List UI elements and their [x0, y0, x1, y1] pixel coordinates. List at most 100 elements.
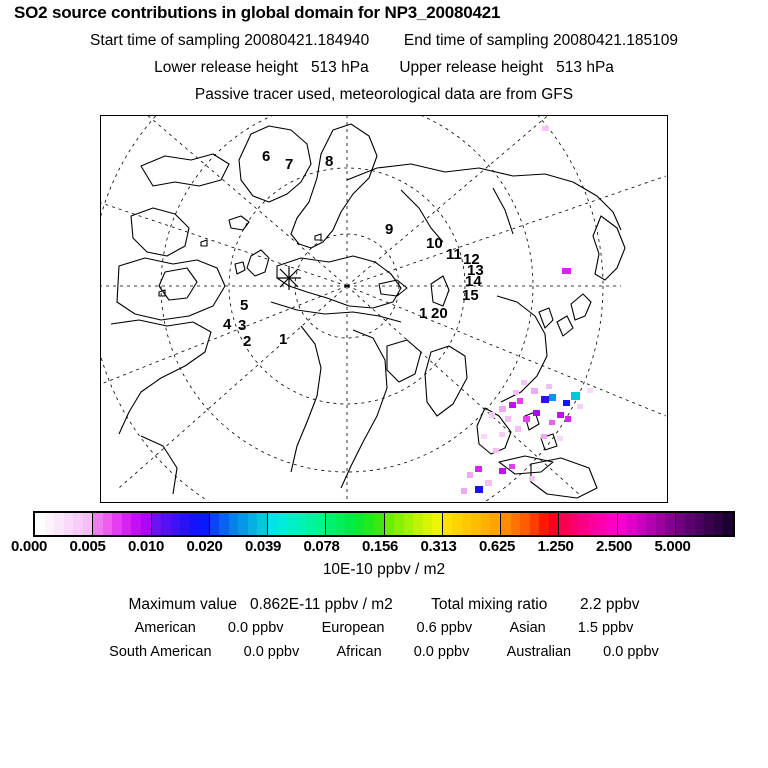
colorbar-swatch [432, 513, 442, 535]
colorbar-swatch [548, 513, 559, 535]
colorbar-swatch [268, 513, 278, 535]
plume-cell [509, 464, 515, 469]
colorbar-segment-7 [441, 513, 501, 535]
plume-cell [523, 416, 530, 422]
release-site-star-icon [277, 266, 301, 290]
colorbar-swatch [354, 513, 365, 535]
colorbar-swatch [539, 513, 549, 535]
start-time-label: Start time of sampling [90, 32, 240, 49]
colorbar-swatch [180, 513, 190, 535]
colorbar-swatch [238, 513, 248, 535]
colorbar-tick-10: 2.500 [596, 538, 633, 555]
map-label-1: 1 [279, 331, 288, 348]
colorbar-swatch [63, 513, 74, 535]
colorbar-swatch [578, 513, 588, 535]
region-name-american: American [134, 620, 196, 636]
colorbar-swatch [636, 513, 647, 535]
plume-cell [549, 394, 556, 401]
plume-cell [577, 404, 583, 409]
colorbar-tick-1: 0.005 [69, 538, 106, 555]
colorbar-segment-8 [500, 513, 559, 535]
map-label-7: 7 [285, 156, 294, 173]
colorbar-swatch [140, 513, 151, 535]
plume-cell [499, 406, 506, 412]
colorbar-segment-0 [35, 513, 93, 535]
plume-cell [587, 388, 593, 393]
colorbar-segment-5 [325, 513, 384, 535]
colorbar-swatch [287, 513, 297, 535]
plume-cell [489, 412, 495, 418]
colorbar-segment-6 [383, 513, 442, 535]
region-name-european: European [321, 620, 385, 636]
plume-cell [542, 126, 549, 131]
region-value-african: 0.0 ppbv [413, 644, 470, 660]
plume-cell [557, 436, 563, 441]
plume-cell [541, 396, 549, 403]
plume-cell [562, 268, 571, 274]
colorbar-swatch [209, 513, 220, 535]
colorbar-swatch [199, 513, 209, 535]
colorbar-swatch [559, 513, 569, 535]
colorbar-swatch [315, 513, 326, 535]
colorbar-tick-2: 0.010 [128, 538, 165, 555]
colorbar-tick-11: 5.000 [654, 538, 691, 555]
colorbar-swatch [694, 513, 705, 535]
colorbar-swatch [704, 513, 714, 535]
total-mixing-label: Total mixing ratio [431, 596, 548, 613]
plume-cell [529, 476, 535, 481]
colorbar-swatch [461, 513, 472, 535]
colorbar-swatch [394, 513, 404, 535]
colorbar-swatch [161, 513, 171, 535]
colorbar-segment-11 [674, 513, 734, 535]
colorbar-swatch [723, 513, 734, 535]
map-label-3: 3 [238, 317, 247, 334]
colorbar-tick-4: 0.039 [245, 538, 282, 555]
colorbar-swatch [257, 513, 268, 535]
colorbar-swatch [685, 513, 695, 535]
colorbar-tick-6: 0.156 [362, 538, 399, 555]
colorbar-swatch [121, 513, 132, 535]
region-value-south-american: 0.0 ppbv [243, 644, 300, 660]
colorbar-swatch [442, 513, 453, 535]
lower-release-value: 513 hPa [310, 59, 369, 76]
colorbar-swatch [219, 513, 229, 535]
colorbar-tick-5: 0.078 [303, 538, 340, 555]
colorbar-swatch [189, 513, 200, 535]
colorbar-swatch [501, 513, 511, 535]
end-time-label: End time of sampling [403, 32, 549, 49]
colorbar-swatch [520, 513, 530, 535]
plume-cell [546, 384, 552, 389]
plume-cell [509, 402, 516, 408]
lower-release-label: Lower release height [154, 59, 298, 76]
colorbar-swatch [471, 513, 481, 535]
colorbar-swatch [335, 513, 346, 535]
plume-cell [521, 380, 527, 385]
map-label-20: 20 [431, 305, 448, 322]
colorbar-swatch [345, 513, 355, 535]
colorbar-swatch [606, 513, 617, 535]
plume-cell [499, 432, 505, 437]
colorbar-swatch [655, 513, 666, 535]
stats-line-total: Maximum value 0.862E-11 ppbv / m2 Total … [0, 596, 768, 614]
colorbar-swatch [82, 513, 93, 535]
colorbar-swatch [73, 513, 83, 535]
plume-cell [505, 416, 511, 422]
colorbar-tick-9: 1.250 [537, 538, 574, 555]
meridian-lines [101, 116, 666, 501]
colorbar-tick-0: 0.000 [11, 538, 48, 555]
map-label-13: 13 [467, 262, 484, 279]
region-name-australian: Australian [506, 644, 572, 660]
colorbar[interactable] [33, 511, 735, 537]
map-label-6: 6 [262, 148, 271, 165]
region-value-american: 0.0 ppbv [227, 620, 284, 636]
colorbar-swatch [490, 513, 501, 535]
region-value-asian: 1.5 ppbv [577, 620, 634, 636]
plume-cell [467, 472, 473, 478]
map-label-5: 5 [240, 297, 249, 314]
map-label-15: 15 [462, 287, 479, 304]
colorbar-swatch [306, 513, 316, 535]
map-label-8: 8 [325, 153, 334, 170]
map-panel[interactable]: 1 2 3 4 5 6 7 8 9 10 11 12 13 14 15 1 20 [100, 115, 668, 503]
colorbar-segment-10 [616, 513, 675, 535]
colorbar-swatch [646, 513, 656, 535]
